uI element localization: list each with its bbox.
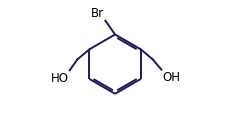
Text: Br: Br xyxy=(91,7,104,20)
Text: OH: OH xyxy=(163,71,180,84)
Text: HO: HO xyxy=(51,72,69,85)
